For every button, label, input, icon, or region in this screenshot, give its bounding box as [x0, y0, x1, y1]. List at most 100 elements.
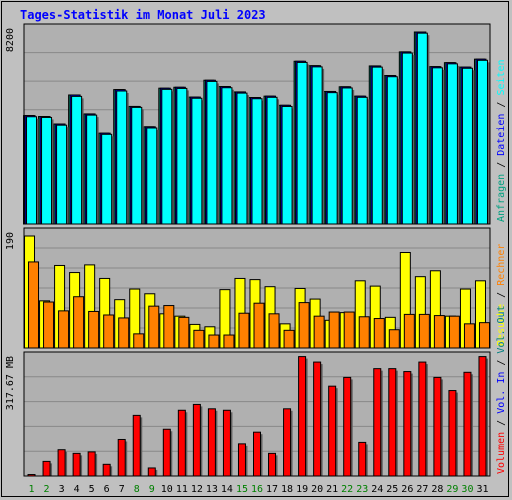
top_panel-bar-seiten — [476, 59, 488, 225]
bot_panel-bar-volumen — [433, 376, 442, 477]
bot_panel-bar-volumen — [207, 408, 216, 477]
bot_panel-bar-volumen — [237, 443, 246, 477]
mid_panel-bar-rechner — [208, 334, 220, 349]
x-tick-label: 15 — [236, 484, 248, 495]
x-tick-label: 6 — [104, 484, 110, 495]
top_panel-bar-seiten — [311, 66, 323, 225]
x-tick-label: 4 — [74, 484, 80, 495]
mid_panel-bar-rechner — [313, 315, 325, 349]
x-tick-label: 3 — [59, 484, 65, 495]
x-tick-label: 9 — [149, 484, 155, 495]
x-tick-label: 20 — [311, 484, 323, 495]
bot_panel-bar-volumen — [478, 356, 487, 477]
bot_panel-bar-volumen — [117, 438, 126, 477]
x-tick-label: 25 — [386, 484, 398, 495]
bot_panel-bar-volumen — [463, 371, 472, 477]
bot_panel-bar-volumen — [147, 467, 156, 477]
top_panel-bar-seiten — [296, 61, 308, 225]
mid_panel-bar-rechner — [28, 261, 40, 349]
mid_panel-bar-rechner — [463, 323, 475, 349]
x-tick-label: 11 — [176, 484, 188, 495]
top_panel-legend-entry: Seiten — [496, 59, 507, 95]
x-tick-label: 16 — [251, 484, 263, 495]
mid_panel-bar-rechner — [283, 329, 295, 349]
x-tick-label: 24 — [371, 484, 383, 495]
mid_panel-bar-rechner — [148, 305, 160, 349]
bot_panel-bar-volumen — [253, 431, 261, 477]
bot_panel-bar-volumen — [72, 452, 81, 477]
mid_panel-bar-rechner — [268, 313, 280, 349]
bot_panel-frame — [23, 351, 491, 477]
bot_panel-bar-volumen — [388, 368, 397, 477]
bot_panel-bar-volumen — [313, 361, 322, 477]
top_panel-bar-seiten — [341, 87, 353, 225]
x-tick-label: 31 — [476, 484, 488, 495]
mid_panel-bar-rechner — [178, 316, 190, 349]
mid_panel-bar-rechner — [298, 302, 310, 349]
top_panel-legend-sep: / — [496, 156, 507, 174]
top_panel-bar-seiten — [251, 98, 263, 225]
top_panel-bar-seiten — [41, 116, 53, 225]
mid_panel-bar-rechner — [88, 310, 100, 349]
top_panel-bar-seiten — [236, 92, 248, 225]
frames-layer — [23, 23, 491, 477]
top_panel-bar-seiten — [56, 124, 68, 225]
top_panel-bar-seiten — [266, 96, 278, 225]
top_panel-bar-seiten — [281, 105, 293, 225]
top_panel-bar-seiten — [146, 127, 158, 225]
mid_panel-bar-rechner — [358, 316, 370, 349]
bot_panel-bar-volumen — [222, 409, 231, 477]
mid_panel-max-label: 190 — [5, 232, 16, 250]
mid_panel-legend: Besuche / Rechner — [496, 244, 507, 346]
top_panel-legend-entry: Anfragen — [496, 174, 507, 222]
x-tick-label: 7 — [119, 484, 125, 495]
mid_panel-bar-rechner — [373, 318, 385, 349]
mid_panel-bar-rechner — [448, 315, 460, 349]
top_panel-bar-seiten — [401, 52, 413, 225]
x-tick-label: 5 — [89, 484, 95, 495]
x-tick-label: 30 — [461, 484, 473, 495]
x-tick-label: 18 — [281, 484, 293, 495]
x-tick-label: 13 — [206, 484, 218, 495]
mid_panel-legend-entry: Besuche — [496, 304, 507, 346]
top_panel-bar-seiten — [191, 97, 203, 225]
top_panel-frame — [23, 23, 491, 225]
x-tick-label: 1 — [29, 484, 35, 495]
mid_panel-bar-rechner — [103, 314, 115, 349]
mid_panel-bar-rechner — [133, 333, 145, 349]
bot_panel-bar-volumen — [373, 368, 382, 477]
top_panel-bar-seiten — [131, 106, 143, 225]
x-tick-label: 28 — [431, 484, 443, 495]
top_panel-bar-seiten — [356, 96, 368, 225]
mid_panel-bar-rechner — [163, 305, 175, 349]
bot_panel-bar-volumen — [192, 403, 201, 477]
bot_panel-bar-volumen — [403, 371, 412, 477]
bot_panel-max-label: 317.67 MB — [5, 356, 16, 410]
top_panel-bar-seiten — [386, 76, 398, 225]
top_panel-bar-seiten — [86, 114, 98, 225]
mid_panel-bar-rechner — [433, 315, 445, 349]
x-tick-label: 29 — [446, 484, 458, 495]
top_panel-bar-seiten — [431, 67, 443, 225]
top_panel-bar-seiten — [416, 32, 428, 225]
x-tick-label: 8 — [134, 484, 140, 495]
bot_panel-bar-volumen — [358, 441, 367, 477]
x-tick-label: 19 — [296, 484, 308, 495]
mid_panel-bar-rechner — [238, 312, 250, 349]
bot_panel-bar-volumen — [448, 390, 457, 477]
bot_panel-bar-volumen — [132, 414, 141, 477]
mid_panel-bar-rechner — [343, 311, 355, 349]
top_panel-bar-seiten — [461, 67, 473, 225]
top_panel-bar-seiten — [161, 88, 173, 225]
x-tick-label: 17 — [266, 484, 278, 495]
mid_panel-bar-rechner — [223, 334, 235, 349]
x-tick-label: 12 — [191, 484, 203, 495]
bot_panel-bar-volumen — [177, 409, 186, 477]
mid_panel-bar-rechner — [118, 317, 130, 349]
top_panel-bar-seiten — [326, 92, 338, 225]
mid_panel-legend-sep: / — [496, 286, 507, 304]
mid_panel-bar-rechner — [43, 301, 55, 349]
bot_panel-legend-sep: / — [496, 354, 507, 372]
top_panel-bar-seiten — [371, 66, 383, 225]
x-tick-label: 27 — [416, 484, 428, 495]
